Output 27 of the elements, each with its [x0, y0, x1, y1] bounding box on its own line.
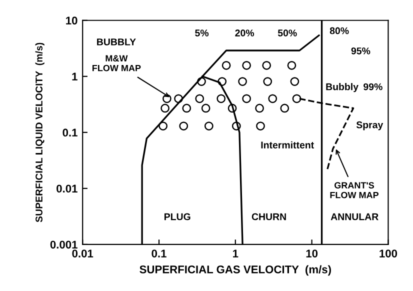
x-tick-label: 0.1	[152, 250, 166, 258]
annotation: 50%	[278, 30, 297, 36]
y-tick-label: 0.01	[56, 184, 78, 193]
annotation: 95%	[351, 47, 370, 54]
x-tick-label: 100	[380, 250, 398, 258]
x-tick-label: 10	[306, 250, 318, 258]
y-tick-label: 1	[72, 72, 78, 80]
annotation: ANNULAR	[330, 213, 378, 220]
y-tick-label: 10	[66, 16, 78, 25]
annotation: PLUG	[164, 213, 190, 220]
annotation: 99%	[364, 83, 382, 90]
annotation: Bubbly	[326, 83, 358, 92]
y-axis-title: SUPERFICIAL LIQUID VELOCITY (m/s)	[35, 42, 44, 222]
y-tick-label: 0.1	[62, 128, 78, 137]
annotation: Spray	[356, 121, 384, 130]
x-axis-title: SUPERFICIAL GAS VELOCITY (m/s)	[140, 265, 331, 276]
annotation: GRANT'S FLOW MAP	[330, 182, 379, 198]
y-tick-label: 0.001	[50, 240, 78, 249]
annotation: 20%	[235, 30, 254, 36]
annotation: CHURN	[252, 213, 286, 220]
annotation: Intermittent	[261, 141, 314, 148]
x-tick-label: 0.01	[72, 250, 94, 258]
annotation: BUBBLY	[97, 38, 136, 46]
annotation: M&W FLOW MAP	[92, 55, 141, 72]
annotation: 80%	[330, 27, 349, 34]
x-tick-label: 1	[233, 250, 238, 258]
annotation: 5%	[195, 30, 209, 36]
